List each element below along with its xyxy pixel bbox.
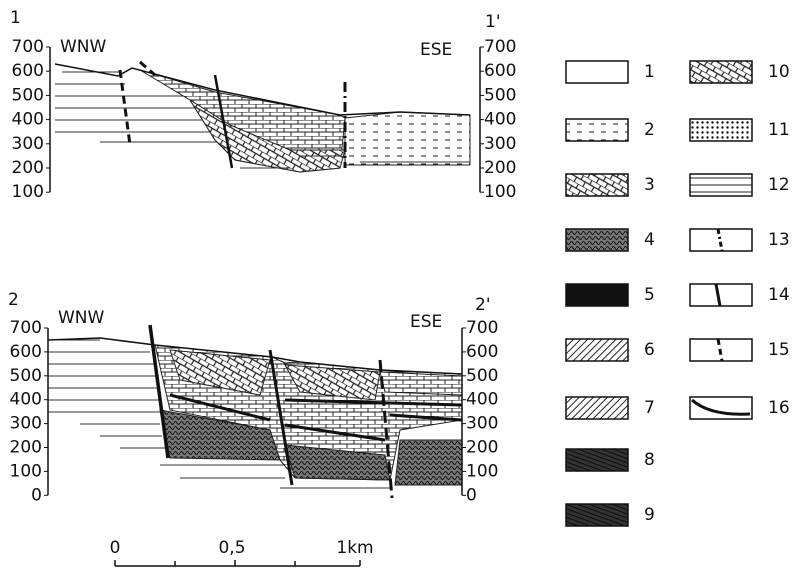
axis-label: 100: [12, 182, 44, 202]
axis-label: 700: [12, 37, 44, 57]
axis-label: 300: [10, 414, 42, 434]
legend-item: 3: [566, 174, 655, 196]
scale-bar: [115, 560, 360, 566]
legend-label: 14: [768, 285, 790, 305]
axis-label: 600: [484, 61, 516, 81]
legend-label: 15: [768, 340, 790, 360]
legend-swatch: [566, 284, 628, 306]
axis-label: 500: [10, 366, 42, 386]
axis-label: 100: [466, 461, 498, 481]
axis-label: 300: [12, 134, 44, 154]
legend-label: 7: [644, 398, 655, 418]
legend-label: 11: [768, 120, 790, 140]
legend-swatch: [566, 61, 628, 83]
axis-label: 300: [484, 134, 516, 154]
legend-swatch: [566, 449, 628, 471]
legend-item: 2: [566, 119, 655, 141]
legend-swatch: [566, 339, 628, 361]
diagram: 11'WNWESE7006005004003002001007006005004…: [0, 0, 795, 569]
legend-label: 10: [768, 62, 790, 82]
axis-label: 200: [12, 158, 44, 178]
scale-label: 0: [110, 538, 121, 558]
section-label: 1: [10, 8, 21, 28]
axis-label: 200: [484, 158, 516, 178]
direction-label: WNW: [60, 37, 107, 57]
axis-label: 100: [484, 182, 516, 202]
axis-label: 500: [12, 85, 44, 105]
legend-label: 9: [644, 505, 655, 525]
direction-label: ESE: [410, 312, 442, 332]
legend-swatch: [566, 119, 628, 141]
axis-label: 0: [466, 485, 477, 505]
legend-label: 5: [644, 285, 655, 305]
axis-label: 400: [10, 390, 42, 410]
legend-item: 8: [566, 449, 655, 471]
axis-label: 700: [484, 37, 516, 57]
axis-label: 300: [466, 414, 498, 434]
section-label: 2: [8, 290, 19, 310]
legend-item: 5: [566, 284, 655, 306]
section-2-drawing: [48, 325, 462, 498]
scale-label: 0,5: [218, 538, 245, 558]
legend-label: 6: [644, 340, 655, 360]
legend-item: 10: [690, 61, 790, 83]
axis-label: 0: [31, 485, 42, 505]
section-label-end: 2': [475, 295, 491, 315]
axis-label: 200: [10, 438, 42, 458]
legend-item: 16: [690, 397, 790, 419]
axis-label: 200: [466, 438, 498, 458]
legend-swatch: [690, 61, 752, 83]
axis-label: 700: [466, 318, 498, 338]
section-label-end: 1': [485, 12, 501, 32]
legend-swatch: [690, 284, 752, 306]
legend-swatch: [566, 504, 628, 526]
legend-label: 2: [644, 120, 655, 140]
legend-label: 1: [644, 62, 655, 82]
legend-swatch: [690, 119, 752, 141]
legend-item: 15: [690, 339, 790, 361]
section-1-drawing: [55, 62, 470, 172]
axis-label: 500: [466, 366, 498, 386]
legend-label: 4: [644, 230, 655, 250]
axis-label: 500: [484, 85, 516, 105]
legend-label: 12: [768, 175, 790, 195]
legend-swatch: [566, 397, 628, 419]
legend-swatch: [690, 174, 752, 196]
legend-item: 6: [566, 339, 655, 361]
axis-label: 600: [12, 61, 44, 81]
legend-label: 8: [644, 450, 655, 470]
legend-item: 12: [690, 174, 790, 196]
axis-label: 400: [466, 390, 498, 410]
direction-label: ESE: [420, 40, 452, 60]
legend-swatch: [566, 174, 628, 196]
legend-item: 1: [566, 61, 655, 83]
axis-label: 600: [466, 342, 498, 362]
axis-label: 100: [10, 461, 42, 481]
axis-label: 600: [10, 342, 42, 362]
legend-label: 16: [768, 398, 790, 418]
legend-item: 4: [566, 229, 655, 251]
legend-item: 14: [690, 284, 790, 306]
axis-label: 400: [484, 110, 516, 130]
scale-label: 1km: [336, 538, 373, 558]
legend-label: 3: [644, 175, 655, 195]
legend-item: 9: [566, 504, 655, 526]
axis-label: 700: [10, 318, 42, 338]
legend-item: 7: [566, 397, 655, 419]
legend-label: 13: [768, 230, 790, 250]
legend-swatch: [566, 229, 628, 251]
legend-item: 13: [690, 229, 790, 251]
legend-swatch: [690, 229, 752, 251]
legend-item: 11: [690, 119, 790, 141]
direction-label: WNW: [58, 308, 105, 328]
axis-label: 400: [12, 110, 44, 130]
